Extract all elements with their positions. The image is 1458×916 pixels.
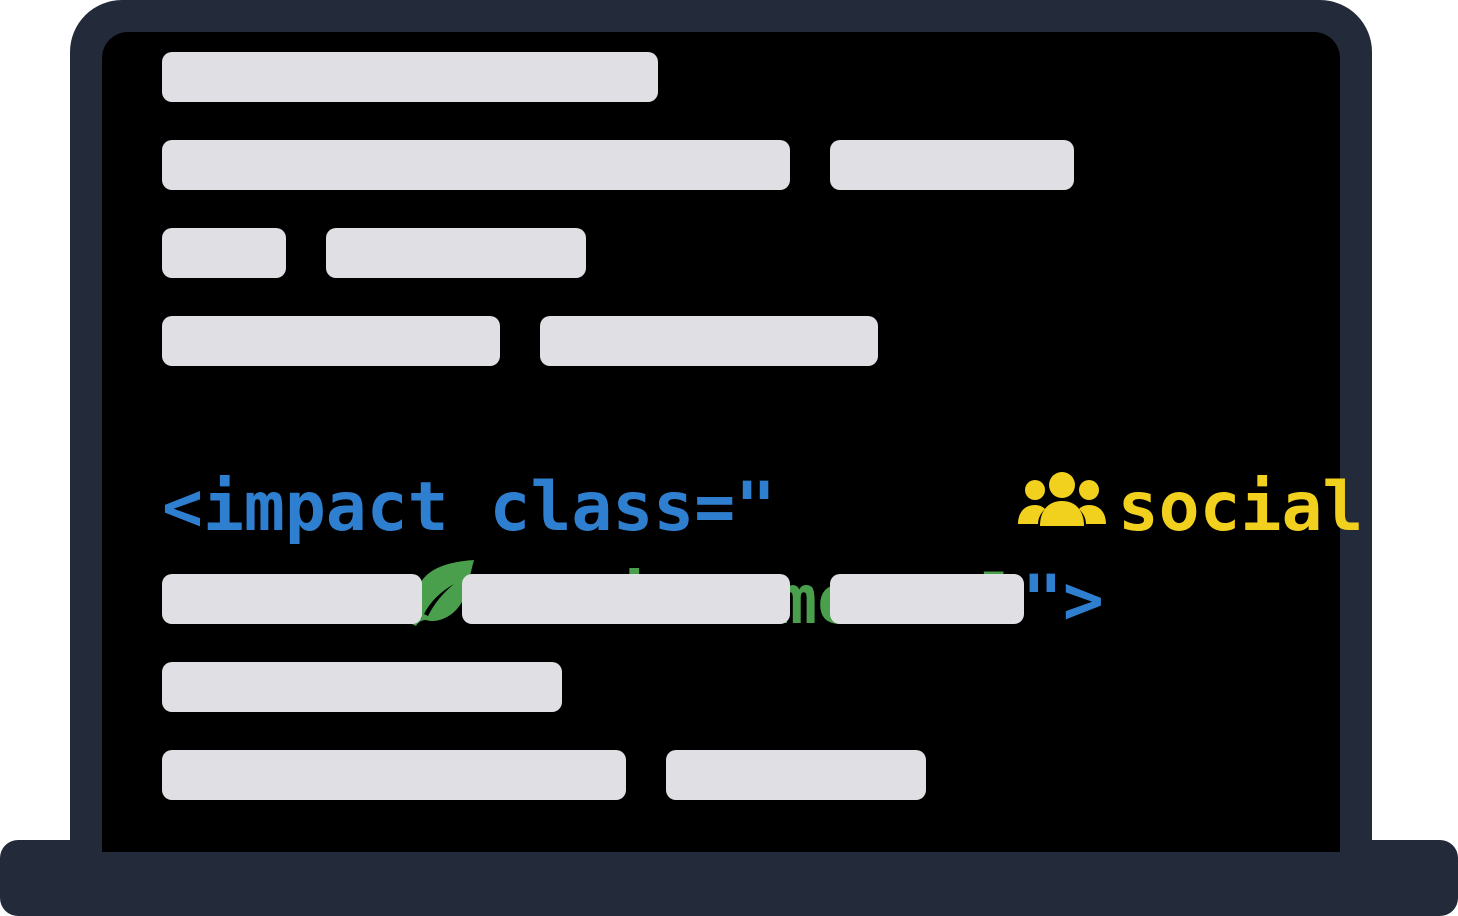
placeholder-line	[162, 574, 422, 624]
closing-bracket: >	[1062, 561, 1104, 640]
people-icon	[770, 388, 1108, 628]
closing-quote: "	[1021, 561, 1063, 640]
leaf-icon	[162, 478, 478, 724]
social-word: social	[1117, 468, 1364, 547]
placeholder-line	[540, 316, 878, 366]
code-line-open-tag: <impact class=" social	[162, 388, 1363, 628]
placeholder-line	[326, 228, 586, 278]
placeholder-line	[162, 52, 658, 102]
placeholder-line	[162, 228, 286, 278]
placeholder-line	[162, 316, 500, 366]
placeholder-line	[162, 140, 790, 190]
laptop-base	[0, 840, 1458, 916]
placeholder-line	[162, 662, 562, 712]
placeholder-line	[830, 140, 1074, 190]
placeholder-line	[162, 750, 626, 800]
open-tag-text: <impact class="	[162, 468, 777, 547]
placeholder-line	[462, 574, 790, 624]
placeholder-line	[830, 574, 1024, 624]
placeholder-line	[666, 750, 926, 800]
